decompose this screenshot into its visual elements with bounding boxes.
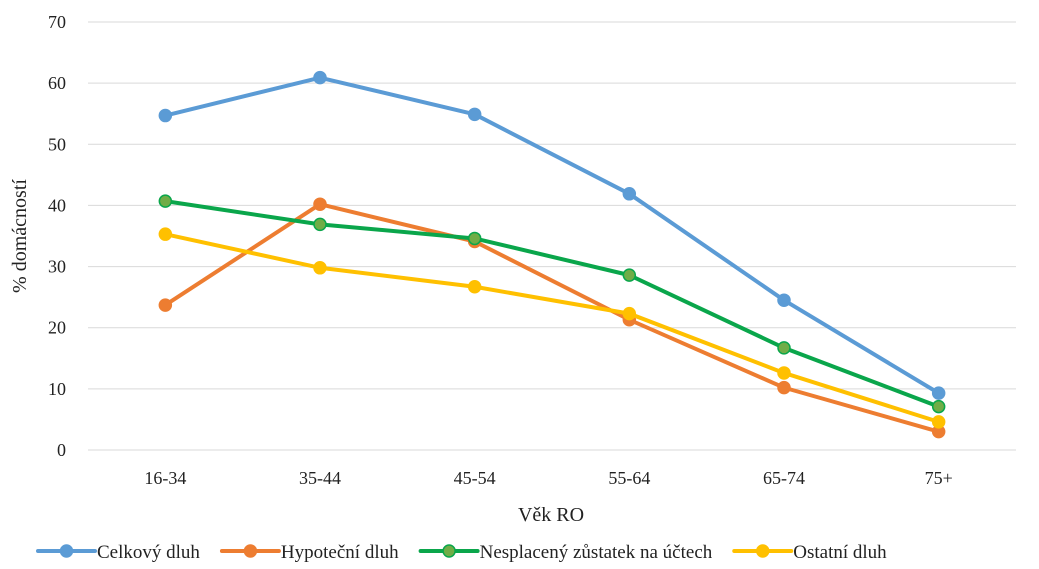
series-line — [163, 232, 941, 424]
x-tick-label: 45-54 — [454, 468, 496, 488]
data-point — [158, 108, 173, 123]
data-point — [467, 107, 482, 122]
series-line — [163, 202, 941, 434]
data-point — [158, 227, 173, 241]
legend-label: Hypoteční dluh — [281, 542, 399, 563]
x-tick-label: 16-34 — [144, 468, 186, 488]
legend-marker — [59, 544, 74, 558]
series-line — [163, 199, 941, 409]
data-point — [622, 268, 637, 282]
y-axis-title: % domácností — [9, 179, 31, 293]
data-point — [777, 366, 791, 380]
data-point — [467, 279, 482, 294]
legend-marker — [243, 544, 258, 558]
data-point — [158, 194, 173, 208]
data-point — [313, 197, 327, 211]
series-layer — [158, 70, 946, 439]
y-tick-label: 10 — [48, 379, 66, 399]
legend-item: Hypoteční dluh — [219, 542, 399, 563]
y-tick-label: 30 — [48, 257, 66, 277]
y-tick-label: 50 — [48, 134, 66, 154]
y-tick-label: 70 — [48, 12, 66, 32]
data-point — [313, 70, 327, 85]
data-point — [777, 341, 791, 355]
legend-marker — [442, 544, 456, 558]
y-tick-label: 20 — [48, 318, 66, 338]
data-point — [931, 415, 946, 429]
x-tick-label: 35-44 — [299, 468, 341, 488]
data-point — [931, 399, 946, 414]
series — [158, 194, 946, 414]
series — [158, 227, 946, 429]
x-axis-ticks: 16-34 35-44 45-54 55-64 65-74 75+ — [144, 468, 952, 488]
gridlines — [88, 21, 1016, 451]
x-tick-label: 55-64 — [608, 468, 650, 488]
legend-marker — [756, 544, 770, 558]
legend-label: Nesplacený zůstatek na účtech — [480, 542, 713, 563]
x-axis-title: Věk RO — [518, 504, 584, 526]
legend: Celkový dluh Hypoteční dluh Nesplacený zůs… — [36, 542, 887, 563]
data-point — [467, 231, 482, 246]
series — [158, 197, 946, 439]
data-point — [622, 187, 637, 201]
data-point — [622, 306, 637, 321]
y-tick-label: 60 — [48, 73, 66, 93]
x-tick-label: 65-74 — [763, 468, 805, 488]
legend-label: Celkový dluh — [97, 542, 200, 563]
y-tick-label: 40 — [48, 195, 66, 215]
series — [158, 70, 946, 400]
data-point — [777, 380, 791, 395]
y-tick-label: 0 — [57, 440, 66, 460]
y-axis-ticks: 0 10 20 30 40 50 60 70 — [48, 12, 66, 460]
legend-label: Ostatní dluh — [793, 542, 887, 563]
data-point — [313, 261, 327, 275]
series-line — [163, 75, 941, 396]
data-point — [777, 293, 791, 307]
x-tick-label: 75+ — [925, 468, 953, 488]
data-point — [931, 386, 946, 400]
legend-item: Celkový dluh — [36, 542, 200, 563]
legend-item: Nesplacený zůstatek na účtech — [418, 542, 713, 563]
data-point — [158, 298, 173, 312]
data-point — [313, 217, 327, 232]
legend-item: Ostatní dluh — [732, 542, 887, 563]
